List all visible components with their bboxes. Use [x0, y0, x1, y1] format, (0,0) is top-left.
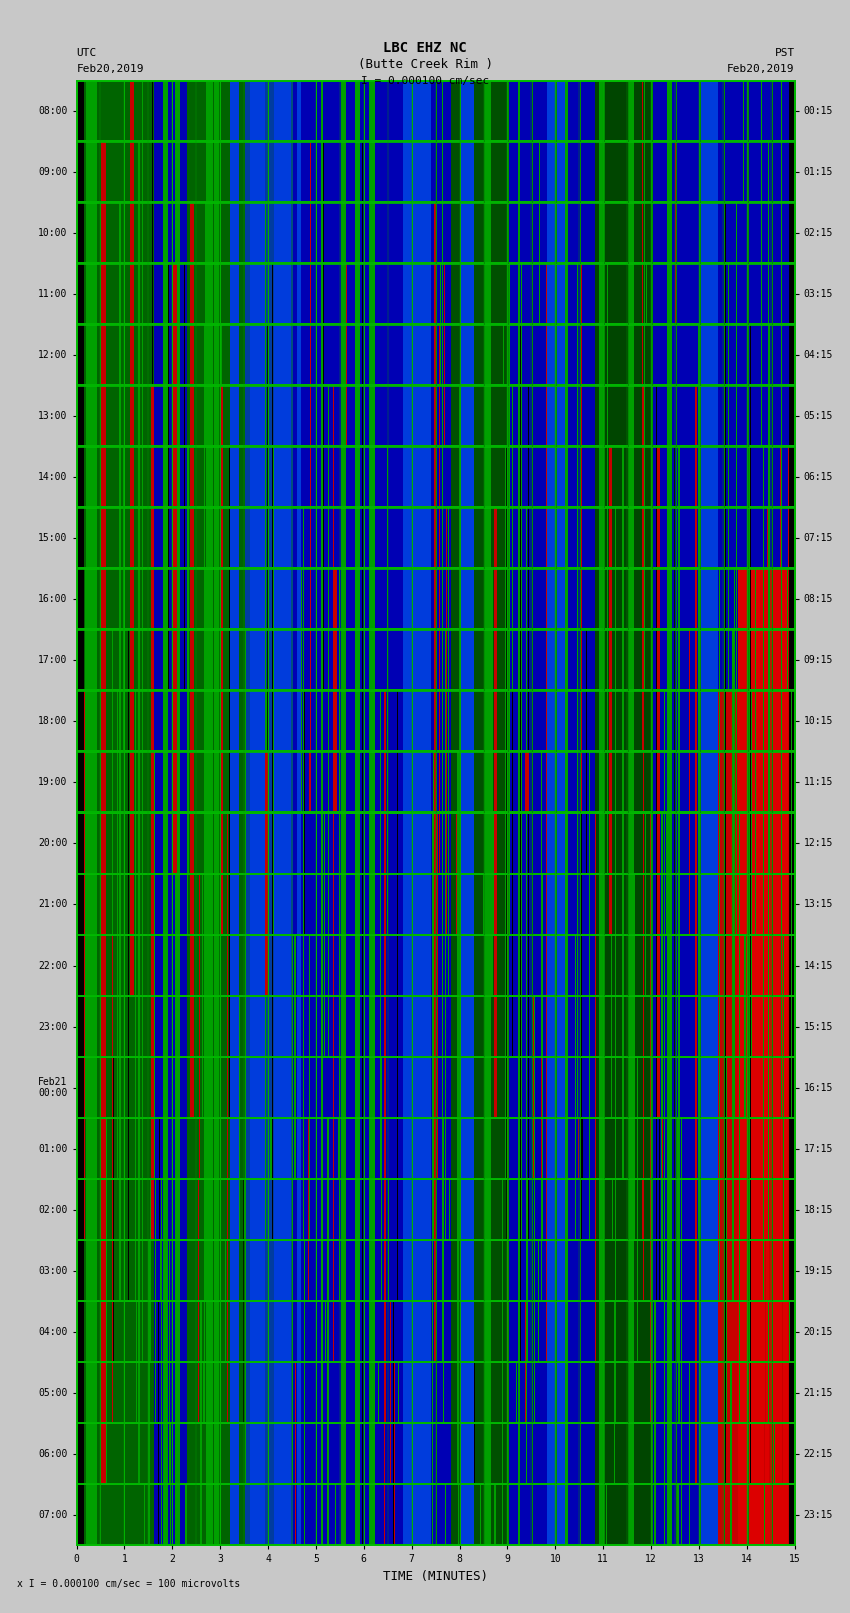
Text: x I = 0.000100 cm/sec = 100 microvolts: x I = 0.000100 cm/sec = 100 microvolts — [17, 1579, 241, 1589]
Text: I = 0.000100 cm/sec: I = 0.000100 cm/sec — [361, 76, 489, 85]
X-axis label: TIME (MINUTES): TIME (MINUTES) — [383, 1569, 488, 1582]
Text: Feb20,2019: Feb20,2019 — [76, 65, 144, 74]
Text: UTC: UTC — [76, 48, 97, 58]
Text: PST: PST — [774, 48, 795, 58]
Text: Feb20,2019: Feb20,2019 — [728, 65, 795, 74]
Text: (Butte Creek Rim ): (Butte Creek Rim ) — [358, 58, 492, 71]
Text: LBC EHZ NC: LBC EHZ NC — [383, 42, 467, 55]
